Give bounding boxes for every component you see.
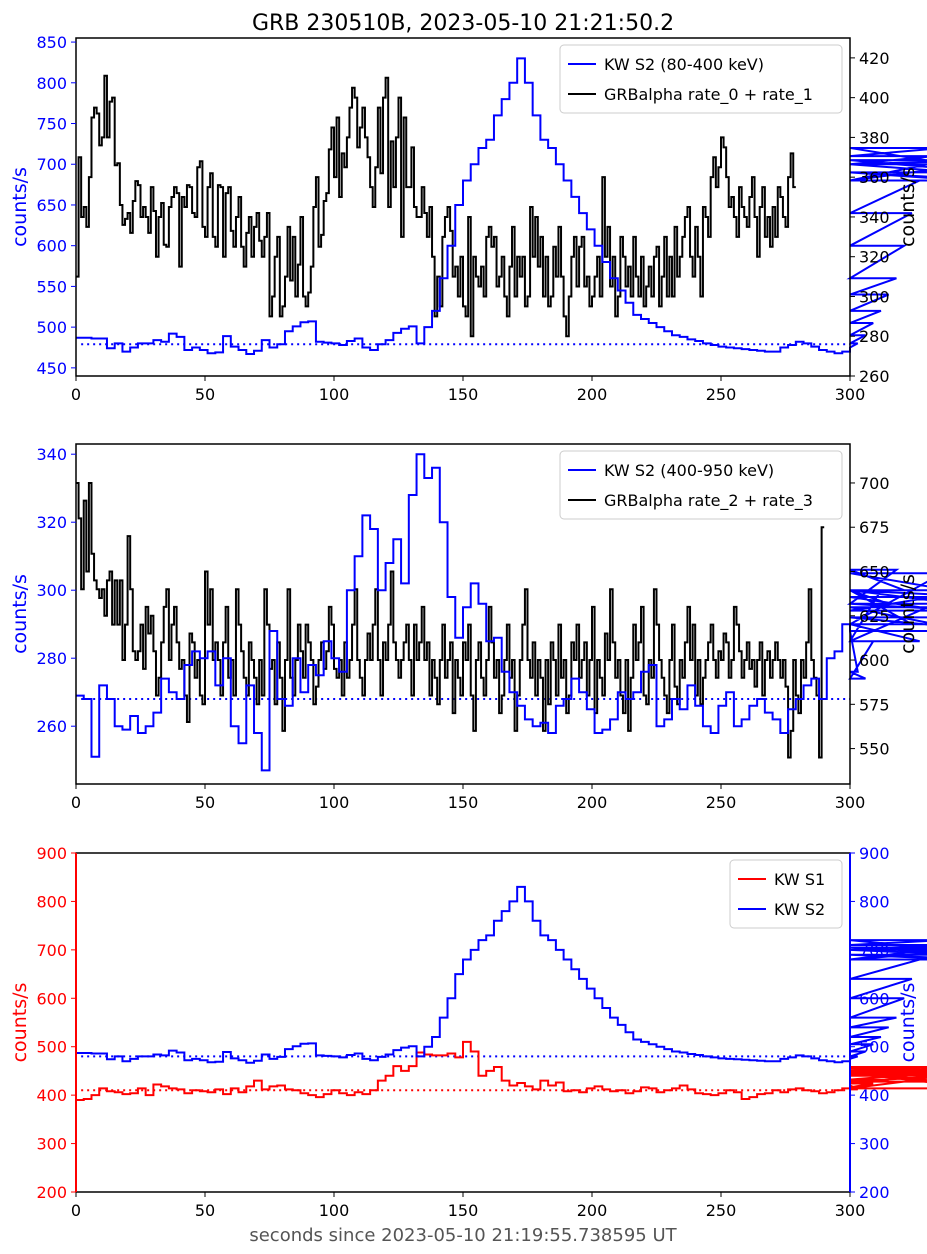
left-tick-label: 340 (36, 445, 67, 464)
right-tick-label: 700 (859, 474, 890, 493)
x-tick-label: 50 (195, 1201, 215, 1220)
right-tick-label: 400 (859, 89, 890, 108)
x-tick-label: 200 (577, 1201, 608, 1220)
legend-entry: GRBalpha rate_2 + rate_3 (604, 491, 813, 511)
right-tick-label: 675 (859, 518, 890, 537)
left-axis-label: counts/s (9, 574, 31, 654)
legend-entry: KW S2 (774, 900, 825, 919)
legend-box (559, 44, 843, 114)
right-tick-label: 650 (859, 563, 890, 582)
left-tick-label: 400 (36, 1086, 67, 1105)
right-tick-label: 280 (859, 327, 890, 346)
right-tick-label: 600 (859, 651, 890, 670)
x-tick-label: 150 (448, 385, 479, 404)
x-tick-label: 0 (71, 385, 81, 404)
x-tick-label: 150 (448, 793, 479, 812)
left-tick-label: 260 (36, 717, 67, 736)
left-tick-label: 750 (36, 115, 67, 134)
x-tick-label: 300 (835, 385, 866, 404)
series-line-0 (76, 453, 927, 772)
left-tick-label: 200 (36, 1183, 67, 1202)
right-tick-label: 575 (859, 695, 890, 714)
panel-bottom: 0 50 100 150 200 250 3002003004005006007008009… (9, 844, 927, 1220)
left-tick-label: 320 (36, 513, 67, 532)
x-axis-label: seconds since 2023-05-10 21:19:55.738595… (249, 1225, 677, 1246)
left-tick-label: 600 (36, 237, 67, 256)
left-tick-label: 550 (36, 277, 67, 296)
x-tick-label: 200 (577, 385, 608, 404)
right-axis-label: counts/s (897, 167, 919, 247)
right-tick-label: 340 (859, 208, 890, 227)
x-tick-label: 200 (577, 793, 608, 812)
x-tick-label: 300 (835, 793, 866, 812)
x-tick-label: 0 (71, 1201, 81, 1220)
right-tick-label: 320 (859, 248, 890, 267)
panel-middle: 0 50 100 150 200 250 300 260 280 300 320 340 550 575 6… (9, 443, 927, 812)
right-tick-label: 400 (859, 1086, 890, 1105)
right-axis-label: counts/s (897, 983, 919, 1063)
left-tick-label: 300 (36, 581, 67, 600)
x-tick-label: 250 (706, 1201, 737, 1220)
right-tick-label: 500 (859, 1038, 890, 1057)
series-line-0 (76, 1040, 927, 1101)
figure-title: GRB 230510B, 2023-05-10 21:21:50.2 (252, 11, 674, 36)
right-tick-label: 625 (859, 607, 890, 626)
x-tick-label: 300 (835, 1201, 866, 1220)
left-tick-label: 300 (36, 1135, 67, 1154)
legend-box (729, 859, 843, 929)
x-tick-label: 50 (195, 793, 215, 812)
right-tick-label: 700 (859, 941, 890, 960)
right-tick-label: 420 (859, 49, 890, 68)
right-tick-label: 360 (859, 168, 890, 187)
legend-entry: KW S2 (80-400 keV) (604, 55, 764, 74)
right-tick-label: 300 (859, 1135, 890, 1154)
left-tick-label: 700 (36, 941, 67, 960)
left-tick-label: 450 (36, 359, 67, 378)
right-tick-label: 380 (859, 128, 890, 147)
left-axis-label: counts/s (9, 983, 31, 1063)
x-tick-label: 150 (448, 1201, 479, 1220)
series-line-1 (76, 74, 796, 338)
right-tick-label: 300 (859, 287, 890, 306)
right-tick-label: 200 (859, 1183, 890, 1202)
x-tick-label: 0 (71, 793, 81, 812)
left-tick-label: 850 (36, 33, 67, 52)
left-axis-label: counts/s (9, 167, 31, 247)
left-tick-label: 500 (36, 318, 67, 337)
x-tick-label: 100 (319, 385, 350, 404)
left-tick-label: 900 (36, 844, 67, 863)
x-tick-label: 250 (706, 385, 737, 404)
left-tick-label: 650 (36, 196, 67, 215)
legend-entry: KW S1 (774, 870, 825, 889)
right-axis-label: counts/s (897, 574, 919, 654)
legend-entry: KW S2 (400-950 keV) (604, 461, 774, 480)
right-tick-label: 600 (859, 989, 890, 1008)
right-tick-label: 800 (859, 892, 890, 911)
right-tick-label: 260 (859, 367, 890, 386)
x-tick-label: 50 (195, 385, 215, 404)
right-tick-label: 900 (859, 844, 890, 863)
legend-box (559, 450, 843, 520)
plot-area (76, 853, 850, 1192)
x-tick-label: 100 (319, 793, 350, 812)
series-line-1 (76, 481, 825, 759)
left-tick-label: 600 (36, 989, 67, 1008)
legend-entry: GRBalpha rate_0 + rate_1 (604, 85, 813, 105)
left-tick-label: 500 (36, 1038, 67, 1057)
right-tick-label: 550 (859, 740, 890, 759)
panel-top: 0 50 100 150 200 250 300 450 500 550 600 650 700 750 8… (9, 33, 927, 404)
left-tick-label: 700 (36, 155, 67, 174)
x-tick-label: 100 (319, 1201, 350, 1220)
left-tick-label: 280 (36, 649, 67, 668)
left-tick-label: 800 (36, 892, 67, 911)
left-tick-label: 800 (36, 74, 67, 93)
x-tick-label: 250 (706, 793, 737, 812)
